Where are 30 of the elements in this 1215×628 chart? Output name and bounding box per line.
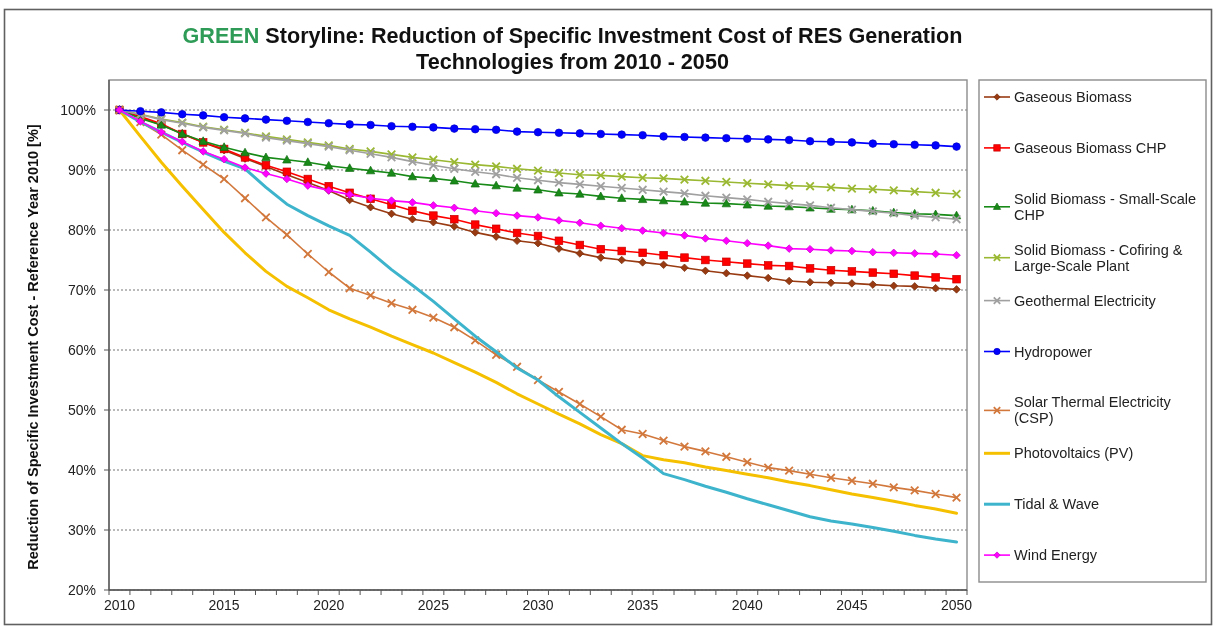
legend-label: Solar Thermal Electricity (CSP) [1014,394,1172,427]
legend-label: Tidal & Wave [1014,496,1100,513]
x-tick-label: 2040 [731,597,764,613]
y-tick-label: 20% [67,582,96,598]
legend-label: Hydropower [1014,343,1093,360]
legend-label: Wind Energy [1014,547,1098,564]
legend-label: Gaseous Biomass [1014,89,1132,105]
y-tick-label: 100% [60,102,96,118]
y-axis-title: Reduction of Specific Investment Cost - Reference Year 2010 [%] [25,124,41,570]
x-tick-label: 2045 [836,597,868,613]
x-tick-label: 2030 [522,597,554,613]
legend-label: Photovoltaics (PV) [1014,445,1134,462]
y-tick-label: 30% [67,522,96,538]
legend-label: Gaseous Biomass CHP [1014,139,1167,156]
y-tick-label: 40% [67,462,96,478]
y-tick-label: 70% [67,282,96,298]
legend-label: Geothermal Electricity [1014,292,1157,309]
x-tick-label: 2020 [313,597,345,613]
x-tick-label: 2025 [417,597,450,613]
chart-title: GREEN Storyline: Reduction of Specific Investment Cost of RES Generation Technologies from 2010 - 2050 [182,22,963,74]
legend-label: Solid Biomass - Cofiring & Large-Scale Plant [1014,241,1183,274]
y-tick-label: 50% [67,402,96,418]
y-tick-label: 80% [67,222,96,238]
x-tick-label: 2015 [208,597,240,613]
y-tick-label: 60% [67,342,96,358]
legend-label: Solid Biomass - Small-Scale CHP [1014,190,1197,223]
y-tick-label: 90% [67,162,96,178]
x-tick-label: 2035 [627,597,659,613]
x-tick-label: 2050 [940,597,973,613]
x-tick-label: 2010 [103,597,136,613]
